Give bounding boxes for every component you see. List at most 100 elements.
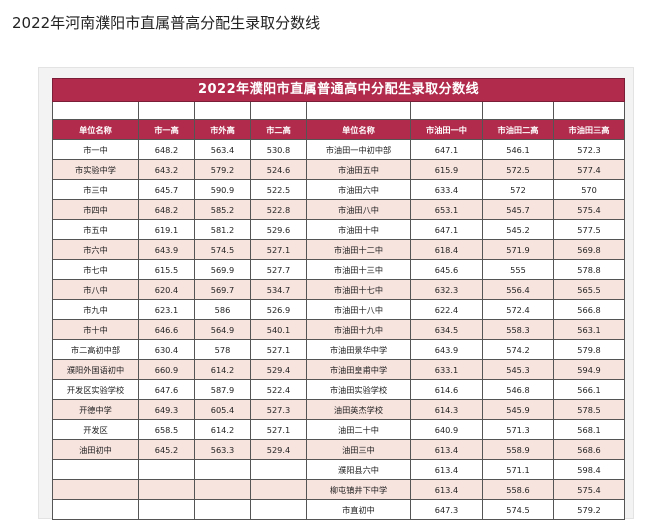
score-cell: 614.6: [410, 379, 483, 400]
score-cell: 527.1: [250, 419, 307, 440]
table-row: 市三中 645.7 590.9 522.5 市油田六中 633.4 572 570: [52, 179, 626, 200]
score-cell: 522.5: [250, 179, 307, 200]
score-cell: 572: [482, 179, 554, 200]
score-cell: 545.2: [482, 219, 554, 240]
table-row: 市实验中学 643.2 579.2 524.6 市油田五中 615.9 572.5 577.4: [52, 159, 626, 180]
score-cell: [250, 479, 307, 500]
school-name-cell: 市八中: [52, 279, 139, 300]
score-cell: 571.3: [482, 419, 554, 440]
score-cell: 579.2: [552, 499, 626, 520]
score-cell: 648.2: [138, 139, 195, 160]
table-header-row: 单位名称 市一高 市外高 市二高 单位名称 市油田一中 市油田二高 市油田三高: [52, 119, 626, 140]
column-header: 单位名称: [52, 119, 139, 140]
score-cell: 563.4: [194, 139, 251, 160]
score-cell: 545.3: [482, 359, 554, 380]
school-name-cell: 市油田十二中: [306, 239, 411, 260]
score-cell: [194, 479, 251, 500]
score-cell: 640.9: [410, 419, 483, 440]
score-cell: 647.1: [410, 219, 483, 240]
school-name-cell: 油田英杰学校: [306, 399, 411, 420]
score-cell: 527.1: [250, 339, 307, 360]
score-cell: 570: [552, 179, 626, 200]
score-cell: 645.2: [138, 439, 195, 460]
table-row: 市一中 648.2 563.4 530.8 市油田一中初中部 647.1 546.1 572.…: [52, 139, 626, 160]
score-cell: 605.4: [194, 399, 251, 420]
score-cell: 598.4: [552, 459, 626, 480]
score-cell: 622.4: [410, 299, 483, 320]
score-cell: 614.2: [194, 419, 251, 440]
school-name-cell: 濮阳外国语初中: [52, 359, 139, 380]
school-name-cell: 市七中: [52, 259, 139, 280]
score-cell: 633.4: [410, 179, 483, 200]
school-name-cell: 市油田八中: [306, 199, 411, 220]
score-cell: 613.4: [410, 479, 483, 500]
score-cell: 546.1: [482, 139, 554, 160]
score-cell: 623.1: [138, 299, 195, 320]
table-row: 市九中 623.1 586 526.9 市油田十八中 622.4 572.4 566.8: [52, 299, 626, 320]
score-cell: 578: [194, 339, 251, 360]
score-cell: 613.4: [410, 439, 483, 460]
school-name-cell: 市油田景华中学: [306, 339, 411, 360]
score-cell: 572.3: [552, 139, 626, 160]
column-header: 市油田一中: [410, 119, 483, 140]
score-cell: [194, 499, 251, 520]
score-cell: 563.1: [552, 319, 626, 340]
score-cell: 647.6: [138, 379, 195, 400]
score-cell: 633.1: [410, 359, 483, 380]
score-cell: 574.2: [482, 339, 554, 360]
score-cell: [138, 499, 195, 520]
school-name-cell: 油田二十中: [306, 419, 411, 440]
score-cell: 571.9: [482, 239, 554, 260]
score-cell: 581.2: [194, 219, 251, 240]
score-cell: 579.2: [194, 159, 251, 180]
school-name-cell: 市九中: [52, 299, 139, 320]
column-header: 市二高: [250, 119, 307, 140]
table-row: 市二高初中部 630.4 578 527.1 市油田景华中学 643.9 574.2 579.…: [52, 339, 626, 360]
score-cell: 530.8: [250, 139, 307, 160]
school-name-cell: 市一中: [52, 139, 139, 160]
score-cell: [138, 479, 195, 500]
school-name-cell: 市油田十三中: [306, 259, 411, 280]
school-name-cell: 市三中: [52, 179, 139, 200]
score-cell: 653.1: [410, 199, 483, 220]
score-cell: 579.8: [552, 339, 626, 360]
school-name-cell: 油田三中: [306, 439, 411, 460]
score-cell: 615.5: [138, 259, 195, 280]
score-cell: 563.3: [194, 439, 251, 460]
score-cell: 578.8: [552, 259, 626, 280]
score-cell: 574.5: [194, 239, 251, 260]
score-cell: 630.4: [138, 339, 195, 360]
score-cell: 587.9: [194, 379, 251, 400]
school-name-cell: 市油田十九中: [306, 319, 411, 340]
school-name-cell: [52, 499, 139, 520]
score-cell: [250, 459, 307, 480]
school-name-cell: 市油田十七中: [306, 279, 411, 300]
score-cell: 614.2: [194, 359, 251, 380]
page-title: 2022年河南濮阳市直属普高分配生录取分数线: [12, 14, 321, 32]
column-header: 市外高: [194, 119, 251, 140]
score-table-container: 2022年濮阳市直属普通高中分配生录取分数线 单位名称 市一高 市外高 市二高 单位名称…: [51, 78, 626, 520]
score-cell: 534.7: [250, 279, 307, 300]
score-cell: 529.6: [250, 219, 307, 240]
score-cell: 577.5: [552, 219, 626, 240]
school-name-cell: 市油田六中: [306, 179, 411, 200]
score-cell: 620.4: [138, 279, 195, 300]
school-name-cell: 市油田五中: [306, 159, 411, 180]
score-cell: 660.9: [138, 359, 195, 380]
table-row: 市八中 620.4 569.7 534.7 市油田十七中 632.3 556.4 565.5: [52, 279, 626, 300]
score-cell: 522.4: [250, 379, 307, 400]
score-cell: 526.9: [250, 299, 307, 320]
table-row: 濮阳外国语初中 660.9 614.2 529.4 市油田皇甫中学 633.1 545.3 5…: [52, 359, 626, 380]
score-cell: 578.5: [552, 399, 626, 420]
score-cell: 522.8: [250, 199, 307, 220]
school-name-cell: 柳屯镇井下中学: [306, 479, 411, 500]
table-row: 市直初中 647.3 574.5 579.2: [52, 499, 626, 520]
score-cell: 577.4: [552, 159, 626, 180]
school-name-cell: 濮阳县六中: [306, 459, 411, 480]
score-cell: 590.9: [194, 179, 251, 200]
school-name-cell: 市五中: [52, 219, 139, 240]
school-name-cell: [52, 459, 139, 480]
score-cell: 558.3: [482, 319, 554, 340]
score-cell: 649.3: [138, 399, 195, 420]
score-cell: 566.1: [552, 379, 626, 400]
